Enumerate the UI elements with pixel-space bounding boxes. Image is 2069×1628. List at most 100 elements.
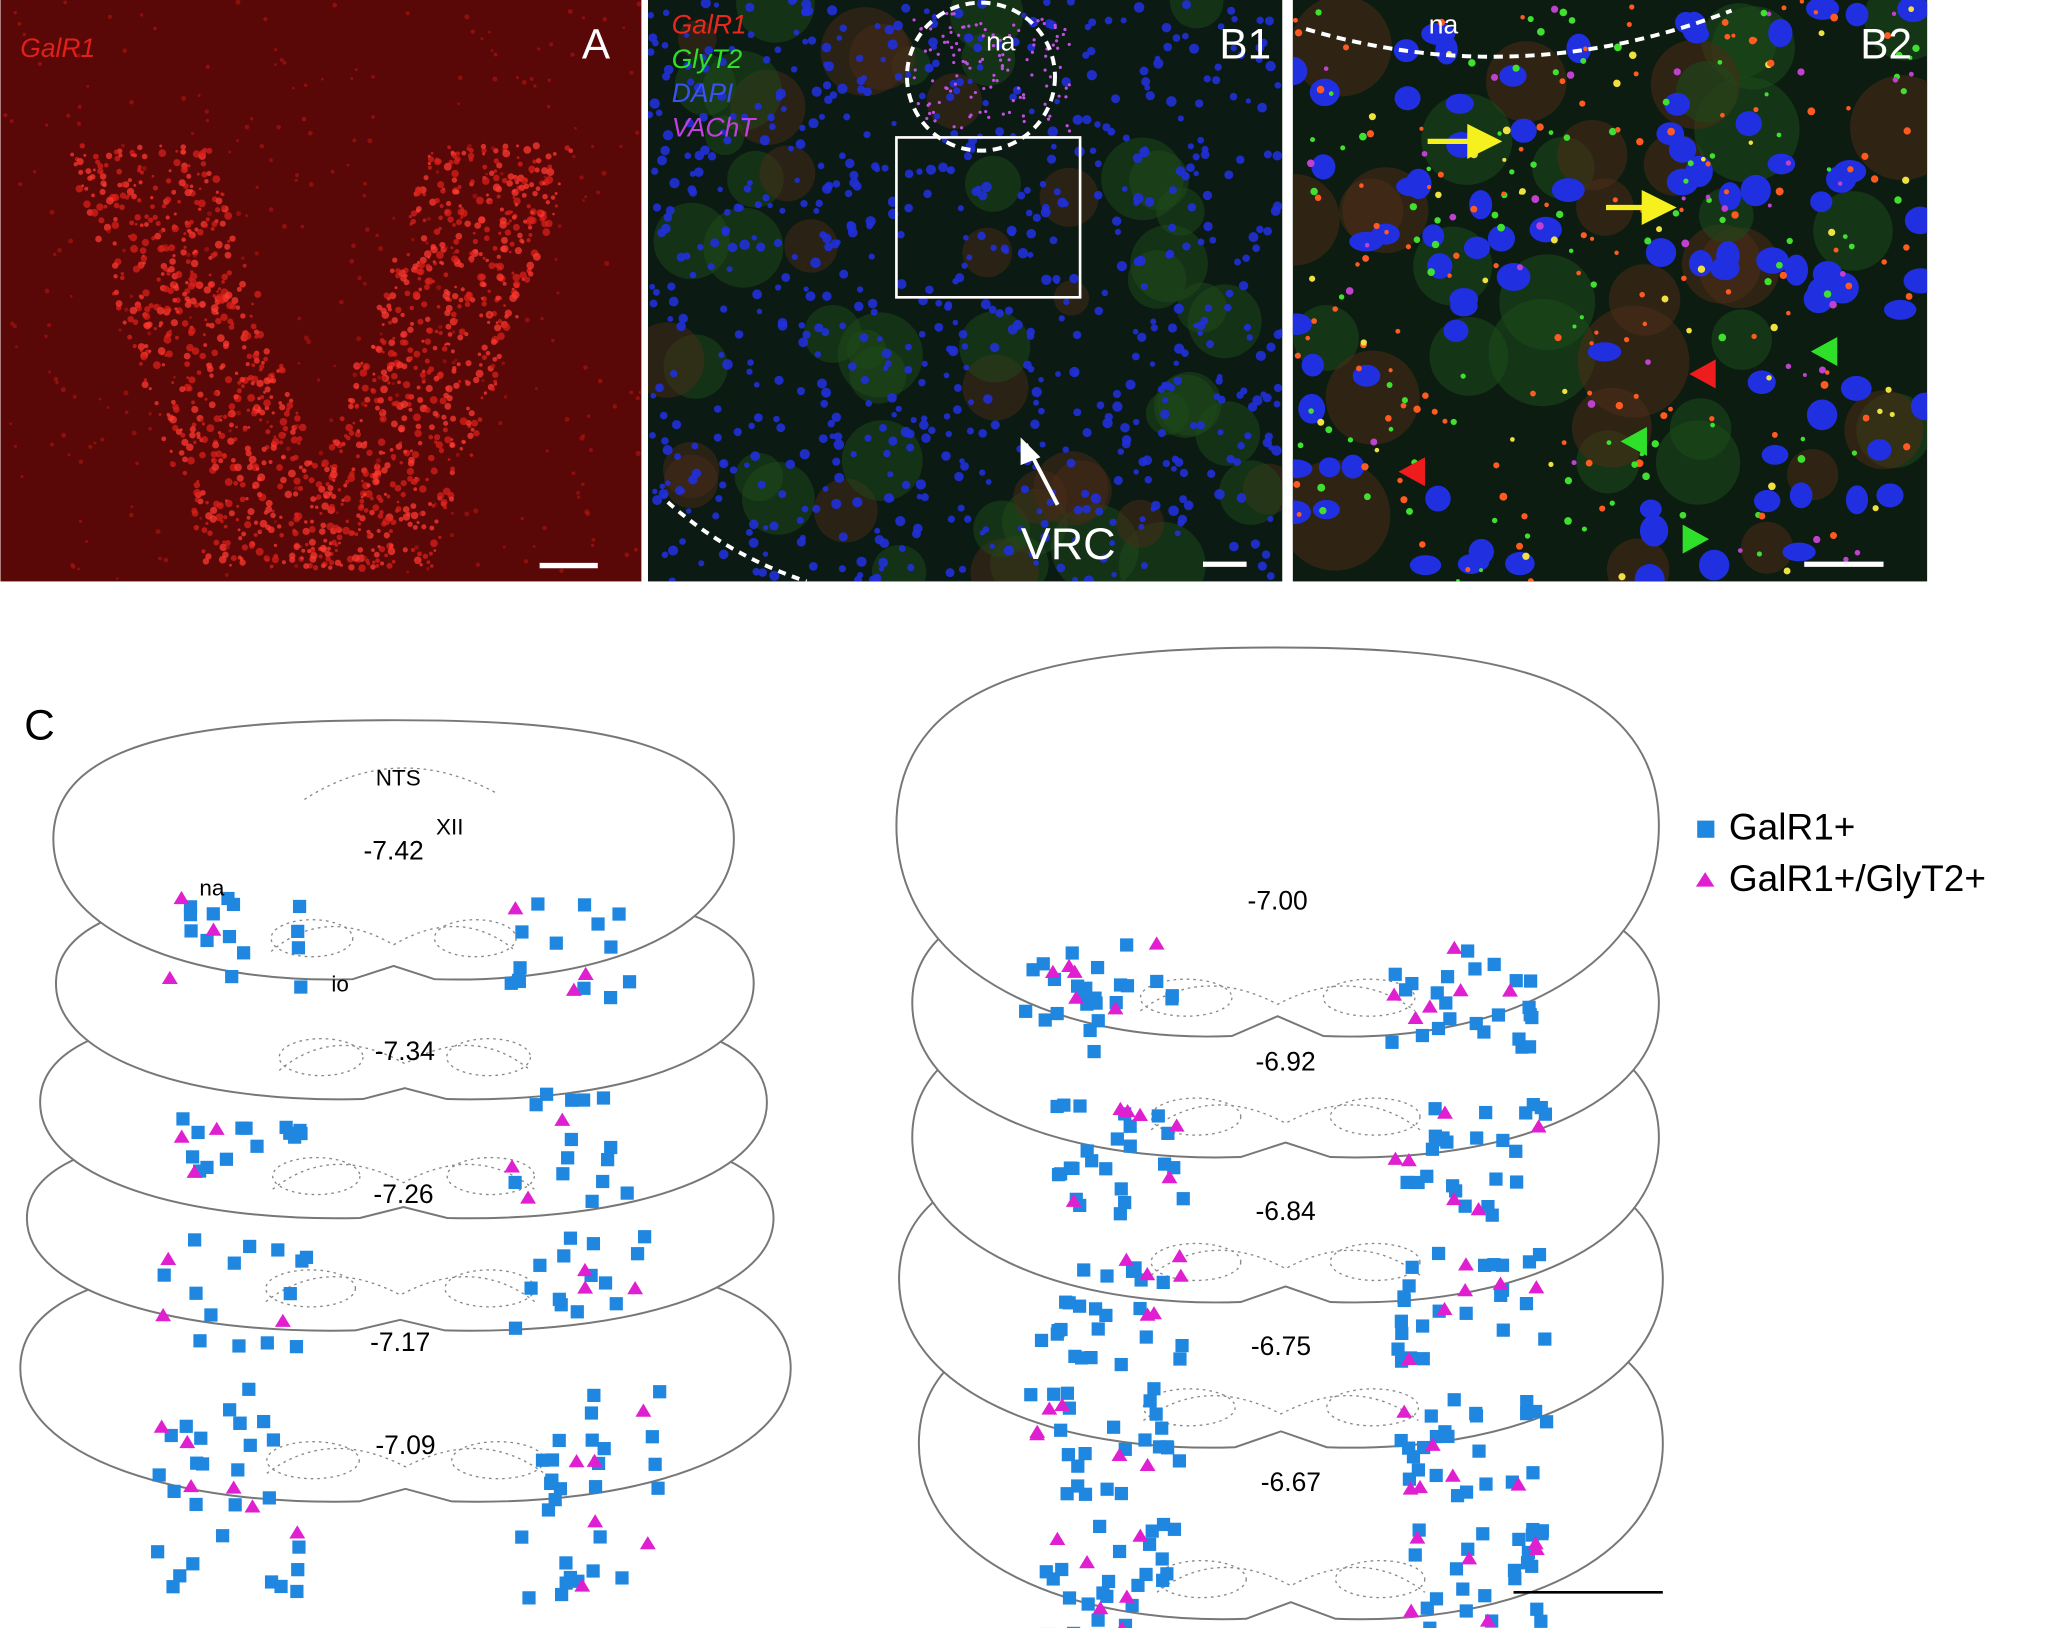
nucleus <box>1505 551 1535 576</box>
nucleus <box>1082 504 1091 514</box>
cell <box>328 503 336 511</box>
nucleus <box>872 573 882 582</box>
puncta <box>936 52 940 56</box>
cell <box>216 290 219 293</box>
cell <box>457 184 462 189</box>
cell-marker <box>574 1578 591 1592</box>
cell <box>450 150 454 154</box>
cell <box>79 143 85 149</box>
cell <box>537 209 543 215</box>
nucleus <box>1073 408 1082 417</box>
cell-marker <box>1468 962 1482 976</box>
nucleus <box>1767 153 1796 175</box>
cell <box>345 423 353 432</box>
nucleus <box>1768 18 1793 48</box>
cell <box>330 467 337 473</box>
cell <box>464 220 471 227</box>
cell-marker <box>262 1491 276 1505</box>
cell-marker <box>1408 1548 1422 1562</box>
panel-b2-texture <box>1292 0 1928 582</box>
nucleus <box>1224 303 1232 312</box>
nucleus <box>661 437 669 445</box>
cell <box>493 148 499 154</box>
cell <box>68 238 74 244</box>
cell <box>191 422 197 428</box>
cell <box>169 415 178 424</box>
nucleus <box>650 392 657 399</box>
nucleus <box>904 365 913 374</box>
puncta <box>1531 195 1540 204</box>
cell <box>542 181 546 186</box>
cell <box>294 563 299 569</box>
cell <box>300 224 305 229</box>
cell-marker <box>563 1231 578 1245</box>
cell <box>473 508 479 514</box>
cell <box>624 552 630 558</box>
puncta <box>1800 436 1806 442</box>
cell <box>197 199 206 208</box>
nucleus <box>1133 469 1139 475</box>
cell <box>293 512 299 517</box>
nucleus <box>874 23 881 30</box>
nucleus <box>887 471 894 478</box>
nucleus <box>683 32 690 38</box>
nucleus <box>1101 289 1109 297</box>
cell <box>428 424 435 431</box>
cell-marker <box>1436 1131 1450 1145</box>
cell <box>635 396 640 401</box>
puncta <box>1530 161 1537 168</box>
cell <box>442 427 448 433</box>
cell-marker <box>291 924 305 938</box>
cell-marker <box>1502 983 1518 997</box>
cell <box>596 190 601 195</box>
cell <box>281 560 286 565</box>
cell-marker <box>1424 1409 1438 1423</box>
cell <box>256 379 264 388</box>
puncta <box>1021 114 1026 118</box>
cell <box>213 500 220 508</box>
puncta <box>1908 6 1915 13</box>
nucleus <box>700 63 710 73</box>
nucleus <box>688 475 698 485</box>
nucleus <box>829 91 838 99</box>
cell <box>372 477 380 486</box>
cell <box>373 551 380 558</box>
cell <box>416 268 423 275</box>
cell-marker <box>1059 1295 1073 1309</box>
puncta <box>1892 76 1899 83</box>
nucleus <box>745 2 755 12</box>
cell-marker <box>1425 1142 1440 1156</box>
cell <box>127 178 132 183</box>
cell <box>532 190 538 197</box>
cell-marker <box>1449 1562 1464 1576</box>
puncta <box>1306 159 1315 168</box>
nucleus <box>945 345 953 353</box>
puncta <box>1524 533 1531 539</box>
nucleus <box>887 39 898 50</box>
cell <box>86 84 90 88</box>
nucleus <box>647 12 655 19</box>
cell <box>482 152 486 156</box>
cell <box>236 410 242 416</box>
cell <box>564 145 570 151</box>
puncta <box>1043 68 1047 72</box>
cell <box>198 207 202 211</box>
cell <box>492 364 495 367</box>
cell-marker <box>187 1233 202 1247</box>
cell <box>223 524 228 529</box>
cell <box>350 530 355 536</box>
nucleus <box>1806 399 1838 431</box>
nucleus <box>1255 56 1263 64</box>
cell <box>298 423 307 432</box>
cell <box>202 333 206 337</box>
cell <box>458 328 466 335</box>
puncta <box>1629 4 1635 10</box>
cell-marker <box>1444 1468 1461 1482</box>
cell <box>214 207 221 213</box>
cell <box>187 229 192 234</box>
cell <box>377 438 386 446</box>
puncta <box>1048 75 1053 79</box>
nucleus <box>662 9 670 17</box>
cell <box>158 556 162 561</box>
cell <box>416 260 420 265</box>
